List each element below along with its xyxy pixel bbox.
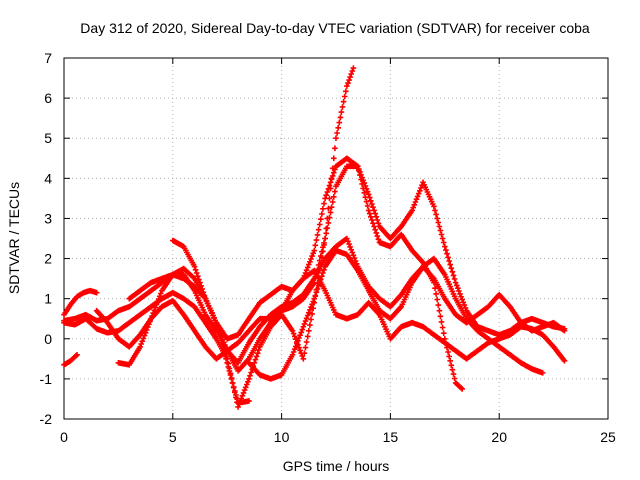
data-point <box>452 279 459 286</box>
data-point <box>311 295 318 302</box>
data-series <box>61 65 568 410</box>
y-tick-label: 2 <box>44 251 52 267</box>
y-tick-label: 6 <box>44 90 52 106</box>
data-point <box>365 207 372 214</box>
series-marker-trail <box>171 238 567 363</box>
series-marker-trail <box>62 353 79 367</box>
data-point <box>442 243 448 250</box>
y-tick-label: 3 <box>44 210 52 226</box>
x-tick-label: 0 <box>60 429 68 445</box>
plot-area-frame <box>63 57 609 420</box>
y-tick-labels: -2 -1 0 1 2 3 4 5 6 7 <box>40 50 53 427</box>
data-point <box>365 191 372 198</box>
series-arc-4 <box>61 65 357 410</box>
data-point <box>344 83 350 89</box>
data-point <box>311 247 318 254</box>
y-tick-label: -1 <box>40 371 53 387</box>
series-arc-7 <box>126 163 568 374</box>
x-axis-label: GPS time / hours <box>283 458 390 474</box>
data-point <box>333 135 339 142</box>
data-point <box>322 195 328 202</box>
y-tick-label: 4 <box>44 170 52 186</box>
x-tick-label: 20 <box>491 429 507 445</box>
x-tick-labels: 0 5 10 15 20 25 <box>60 429 616 445</box>
chart-title: Day 312 of 2020, Sidereal Day-to-day VTE… <box>80 20 590 36</box>
data-point <box>350 65 357 71</box>
y-tick-label: 0 <box>44 331 52 347</box>
series-arc-9 <box>246 247 568 382</box>
series-arc-5 <box>93 155 466 392</box>
data-point <box>148 315 154 322</box>
data-point <box>300 356 307 362</box>
y-tick-label: 7 <box>44 50 52 66</box>
series-marker-trail <box>127 163 567 373</box>
series-marker-trail <box>247 248 567 382</box>
axis-ticks <box>63 57 609 420</box>
data-point <box>300 323 307 330</box>
series-arc-2 <box>61 287 100 318</box>
series-arc-8 <box>170 237 568 364</box>
y-tick-label: 1 <box>44 291 52 307</box>
x-tick-label: 25 <box>600 429 616 445</box>
series-marker-trail <box>62 68 356 407</box>
series-marker-trail <box>94 156 464 391</box>
y-tick-label: -2 <box>40 411 53 427</box>
x-tick-label: 15 <box>383 429 399 445</box>
x-tick-label: 5 <box>169 429 177 445</box>
y-axis-label: SDTVAR / TECUs <box>6 182 22 294</box>
x-tick-label: 10 <box>274 429 290 445</box>
data-point <box>246 376 252 382</box>
y-tick-label: 5 <box>44 130 52 146</box>
series-arc-1 <box>61 352 80 368</box>
data-point <box>322 235 328 242</box>
series-marker-trail <box>62 288 99 316</box>
